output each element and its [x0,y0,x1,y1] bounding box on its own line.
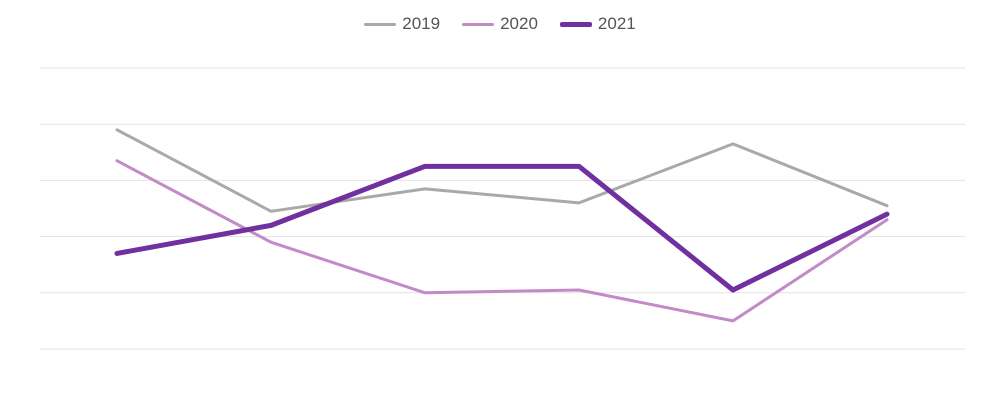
legend: 2019 2020 2021 [0,14,1000,34]
legend-swatch-2020 [462,22,495,26]
series-line-2020[interactable] [115,159,889,323]
legend-item-2019[interactable]: 2019 [364,14,440,34]
legend-label-2019: 2019 [402,14,441,33]
legend-item-2021[interactable]: 2021 [559,14,636,34]
series-line-2019[interactable] [115,128,889,213]
legend-swatch-2019 [364,22,397,26]
legend-swatch-2021 [559,21,592,27]
legend-item-2020[interactable]: 2020 [462,14,538,34]
legend-label-2021: 2021 [597,14,636,33]
series-lines [114,128,890,323]
legend-label-2020: 2020 [500,14,538,33]
gridlines [40,67,965,350]
series-line-2021[interactable] [114,163,890,293]
